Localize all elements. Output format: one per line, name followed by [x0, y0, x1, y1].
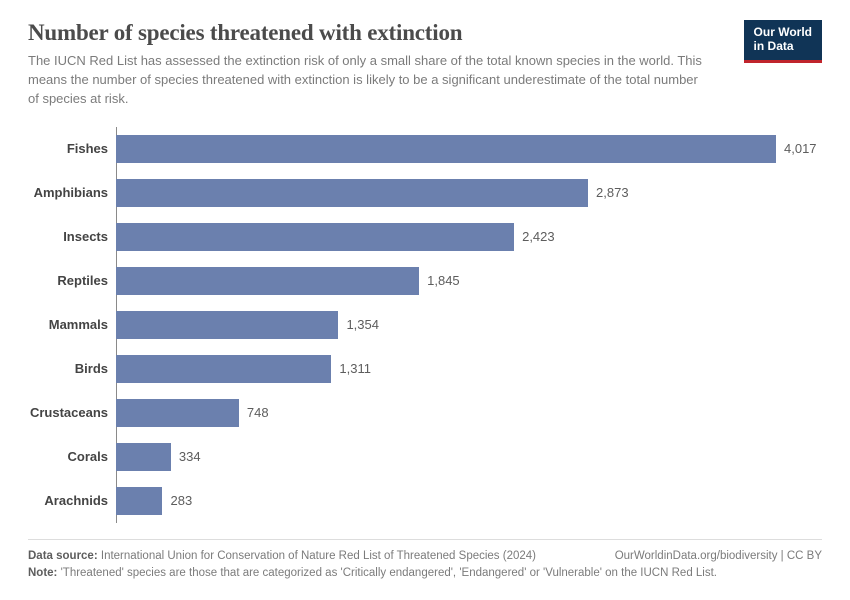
- bar-row: Fishes4,017: [116, 127, 822, 171]
- category-label: Crustaceans: [28, 405, 108, 420]
- logo-line2: in Data: [754, 39, 794, 53]
- bar: [116, 443, 171, 471]
- bar: [116, 135, 776, 163]
- source-prefix: Data source:: [28, 550, 98, 562]
- footer: Data source: International Union for Con…: [28, 539, 822, 583]
- logo-line1: Our World: [754, 25, 812, 39]
- chart-subtitle: The IUCN Red List has assessed the extin…: [28, 52, 708, 109]
- value-label: 4,017: [784, 141, 817, 156]
- category-label: Arachnids: [28, 493, 108, 508]
- bar: [116, 355, 331, 383]
- note-line: Note: 'Threatened' species are those tha…: [28, 565, 822, 582]
- attribution-link: OurWorldinData.org/biodiversity | CC BY: [615, 548, 822, 565]
- bar-row: Mammals1,354: [116, 303, 822, 347]
- bar-row: Insects2,423: [116, 215, 822, 259]
- category-label: Reptiles: [28, 273, 108, 288]
- bar-chart: Fishes4,017Amphibians2,873Insects2,423Re…: [28, 127, 822, 523]
- category-label: Birds: [28, 361, 108, 376]
- category-label: Fishes: [28, 141, 108, 156]
- category-label: Insects: [28, 229, 108, 244]
- value-label: 2,873: [596, 185, 629, 200]
- bar-row: Birds1,311: [116, 347, 822, 391]
- bar-row: Arachnids283: [116, 479, 822, 523]
- note-text: 'Threatened' species are those that are …: [61, 567, 717, 579]
- bar-row: Corals334: [116, 435, 822, 479]
- bar-row: Crustaceans748: [116, 391, 822, 435]
- bar-row: Amphibians2,873: [116, 171, 822, 215]
- owid-logo: Our World in Data: [744, 20, 822, 63]
- bar: [116, 399, 239, 427]
- value-label: 334: [179, 449, 201, 464]
- value-label: 1,845: [427, 273, 460, 288]
- value-label: 1,354: [346, 317, 379, 332]
- bar-row: Reptiles1,845: [116, 259, 822, 303]
- category-label: Mammals: [28, 317, 108, 332]
- value-label: 748: [247, 405, 269, 420]
- chart-title: Number of species threatened with extinc…: [28, 20, 822, 46]
- bar: [116, 487, 162, 515]
- bar: [116, 223, 514, 251]
- value-label: 283: [170, 493, 192, 508]
- category-label: Amphibians: [28, 185, 108, 200]
- value-label: 2,423: [522, 229, 555, 244]
- note-prefix: Note:: [28, 567, 57, 579]
- value-label: 1,311: [339, 361, 371, 376]
- category-label: Corals: [28, 449, 108, 464]
- bar: [116, 267, 419, 295]
- bar: [116, 311, 338, 339]
- source-text: International Union for Conservation of …: [101, 550, 536, 562]
- bar: [116, 179, 588, 207]
- source-line: Data source: International Union for Con…: [28, 548, 536, 565]
- header: Our World in Data Number of species thre…: [28, 20, 822, 109]
